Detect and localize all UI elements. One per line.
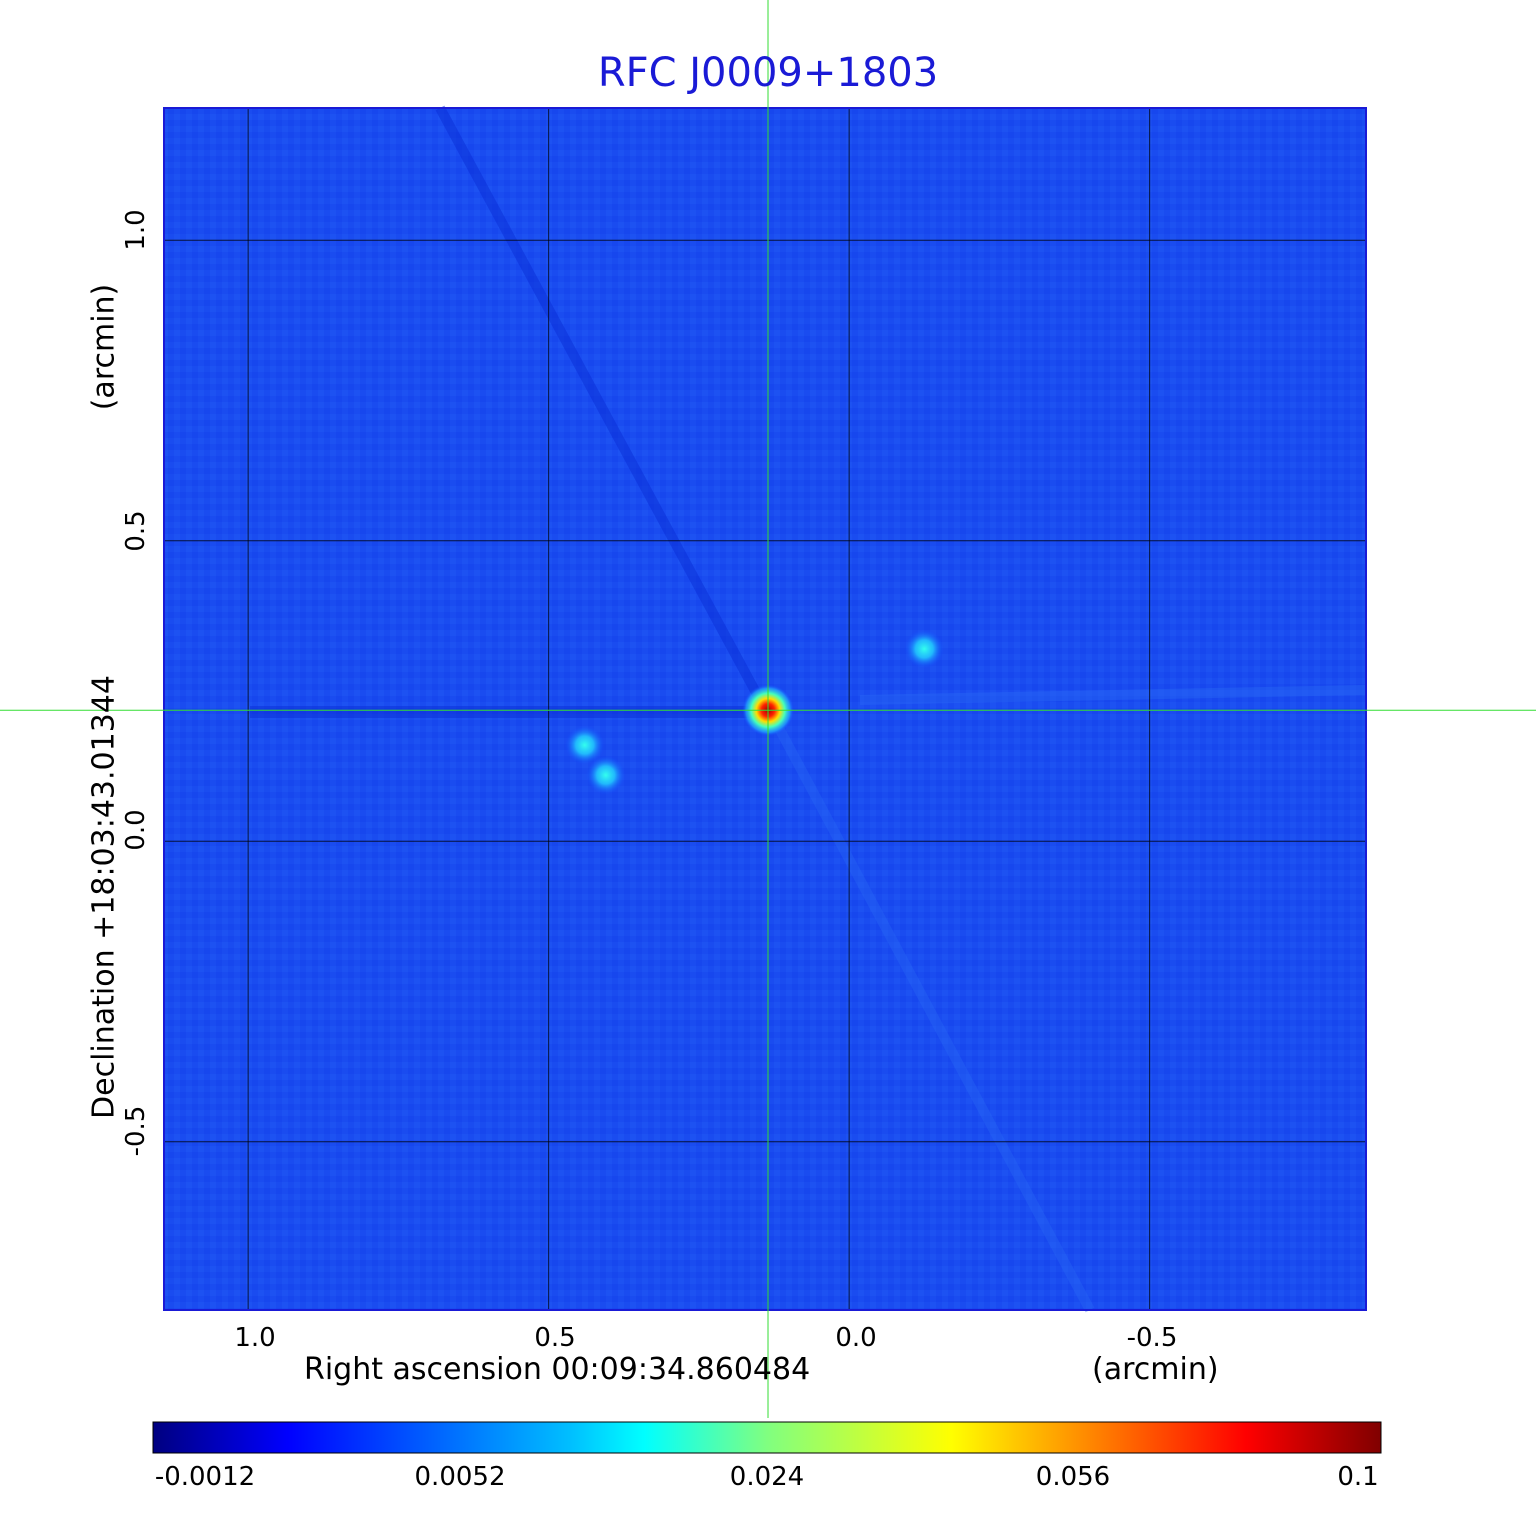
colorbar-tick-label: -0.0012 xyxy=(154,1462,256,1492)
x-tick-label: 1.0 xyxy=(234,1323,276,1353)
sidelobe-stripe xyxy=(859,685,1367,705)
plot-frame xyxy=(163,107,1367,1311)
chart-title: RFC J0009+1803 xyxy=(597,50,939,96)
y-tick-label: 0.5 xyxy=(121,510,151,552)
colorbar-tick-label: 0.056 xyxy=(1035,1462,1111,1492)
colorbar-tick-label: 0.024 xyxy=(729,1462,805,1492)
x-tick-label: 0.0 xyxy=(835,1323,877,1353)
colorbar-tick-label: 0.1 xyxy=(1337,1462,1379,1492)
x-tick-label: 0.5 xyxy=(534,1323,576,1353)
x-axis-label: Right ascension 00:09:34.860484 xyxy=(304,1352,811,1387)
x-axis-unit: (arcmin) xyxy=(1092,1352,1219,1387)
colorbar-tick-label: 0.0052 xyxy=(414,1462,506,1492)
y-tick-label: -0.5 xyxy=(121,1105,151,1157)
y-tick-label: 0.0 xyxy=(121,809,151,851)
y-axis-label: Declination +18:03:43.01344 xyxy=(86,675,122,1119)
y-tick-label: 1.0 xyxy=(121,209,151,251)
source-blob xyxy=(585,755,626,796)
x-tick-label: -0.5 xyxy=(1126,1323,1178,1353)
source-blob xyxy=(904,628,945,669)
colorbar xyxy=(152,1421,1382,1454)
sidelobe-stripe xyxy=(435,105,765,703)
sidelobe-stripe xyxy=(775,727,1095,1313)
y-axis-unit: (arcmin) xyxy=(86,283,122,411)
source-blob xyxy=(564,725,605,766)
